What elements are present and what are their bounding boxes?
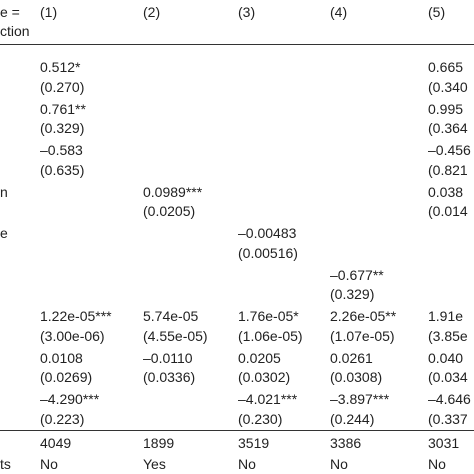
table-cell: (0.635) <box>40 161 85 178</box>
table-cell: 0.0108 <box>40 349 83 366</box>
table-cell: ction <box>0 23 30 39</box>
table-cell: (0.230) <box>238 410 283 427</box>
table-cell: (3.85e <box>428 327 468 344</box>
table-cell: –0.0110 <box>143 349 193 366</box>
table-cell: (0.340 <box>428 78 468 95</box>
table-cell: 0.665 <box>428 59 464 75</box>
table-cell: (3.00e-06) <box>40 327 105 344</box>
table-cell: 0.0989*** <box>143 183 203 200</box>
table-cell: –0.677** <box>330 266 384 283</box>
table-cell: 3031 <box>428 435 460 451</box>
table-cell: 1.91e <box>428 308 464 324</box>
table-cell: (0.821 <box>428 161 468 178</box>
table-cell: (0.223) <box>40 410 85 427</box>
table-cell: (0.0308) <box>330 369 383 385</box>
table-cell: (0.329) <box>330 286 375 302</box>
table-cell: 4049 <box>40 435 72 451</box>
table-cell: (0.034 <box>428 369 468 385</box>
table-cell: 0.512* <box>40 59 81 75</box>
table-cell: (0.0336) <box>143 369 196 385</box>
table-cell: 0.0205 <box>238 349 281 366</box>
table-cell: (4) <box>330 4 348 20</box>
table-cell: e <box>0 225 8 241</box>
table-cell: –0.00483 <box>238 225 297 241</box>
table-cell: No <box>330 456 348 472</box>
table-cell: (0.337 <box>428 410 468 427</box>
table-cell: 1899 <box>143 435 175 451</box>
table-cell: (0.244) <box>330 410 375 427</box>
table-cell: 2.26e-05** <box>330 308 397 324</box>
table-cell: –4.646 <box>428 391 471 407</box>
table-cell: 0.040 <box>428 349 464 366</box>
table-cell: ts <box>0 456 11 472</box>
table-cell: No <box>238 456 256 472</box>
table-cell: (2) <box>143 4 161 20</box>
table-cell: 3386 <box>330 435 362 451</box>
table-cell: (4.55e-05) <box>143 327 208 344</box>
table-cell: –0.583 <box>40 142 83 158</box>
table-cell: –0.456 <box>428 142 471 158</box>
table-cell: (1.07e-05) <box>330 327 395 344</box>
table-cell: (1) <box>40 4 58 20</box>
table-cell: –4.290*** <box>40 391 100 407</box>
table-cell: (0.0269) <box>40 369 93 385</box>
table-cell: (0.270) <box>40 78 85 95</box>
table-cell: 1.22e-05*** <box>40 308 112 324</box>
table-cell: No <box>40 456 58 472</box>
table-cell: No <box>428 456 446 472</box>
table-cell: (0.329) <box>40 120 85 136</box>
table-cell: (0.0205) <box>143 203 196 219</box>
footer-rule <box>0 430 474 431</box>
header-rule <box>0 44 474 45</box>
table-cell: 0.761** <box>40 100 86 117</box>
table-cell: e = <box>0 4 20 20</box>
table-cell: 0.0261 <box>330 349 373 366</box>
table-cell: 0.038 <box>428 183 464 200</box>
table-cell: (0.014 <box>428 203 468 219</box>
table-cell: (5) <box>428 4 446 20</box>
table-cell: 3519 <box>238 435 270 451</box>
table-cell: 1.76e-05* <box>238 308 299 324</box>
table-cell: (3) <box>238 4 256 20</box>
table-cell: (0.00516) <box>238 244 298 261</box>
table-cell: (0.364 <box>428 120 468 136</box>
table-cell: n <box>0 183 8 200</box>
table-cell: Yes <box>143 456 166 472</box>
table-cell: –3.897*** <box>330 391 390 407</box>
table-cell: 5.74e-05 <box>143 308 199 324</box>
table-cell: (0.0302) <box>238 369 291 385</box>
table-cell: –4.021*** <box>238 391 298 407</box>
table-cell: (1.06e-05) <box>238 327 303 344</box>
table-cell: 0.995 <box>428 100 464 117</box>
